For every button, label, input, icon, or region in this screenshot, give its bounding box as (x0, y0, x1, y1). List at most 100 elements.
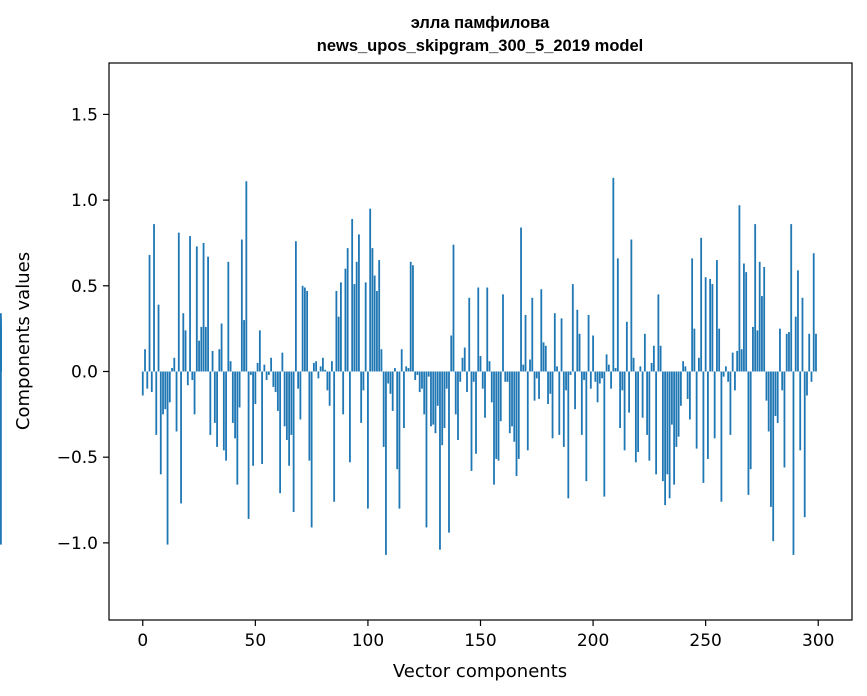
bar (297, 371, 300, 389)
bar (481, 371, 484, 389)
bar (535, 371, 538, 379)
bar (797, 270, 799, 372)
bar (432, 371, 435, 425)
bar (499, 371, 502, 422)
bar (337, 316, 340, 372)
bar (164, 371, 167, 410)
bar (344, 268, 347, 372)
bar (621, 371, 624, 391)
bar (418, 371, 421, 393)
bar (340, 282, 342, 372)
bar (394, 368, 396, 372)
bar (258, 330, 261, 372)
bar (301, 285, 304, 372)
bar (272, 371, 275, 387)
bar (409, 261, 412, 372)
bar (704, 277, 707, 372)
bar (745, 272, 748, 372)
bar (808, 333, 811, 372)
bar (216, 371, 218, 447)
bar (166, 371, 169, 545)
bar (231, 371, 234, 423)
bar (276, 371, 279, 411)
bar (565, 371, 567, 391)
bar (466, 371, 468, 393)
bar (362, 371, 365, 391)
bar (472, 371, 475, 382)
bar (758, 261, 761, 372)
bar (353, 284, 356, 372)
bar (718, 328, 721, 372)
bar (238, 371, 241, 408)
bar (159, 371, 162, 475)
bar (520, 227, 522, 372)
bar (675, 371, 678, 447)
bar (488, 361, 491, 372)
bar (479, 356, 482, 372)
bar (810, 371, 813, 382)
bar (484, 371, 486, 418)
bar (722, 371, 725, 377)
bar (803, 371, 806, 518)
bar (198, 340, 200, 372)
bar (752, 326, 754, 372)
bar (799, 371, 802, 451)
bar (387, 371, 390, 384)
bar (285, 371, 288, 441)
bar (790, 224, 793, 372)
bar (585, 371, 588, 482)
plot-frame (108, 62, 853, 621)
x-axis: 0 50 100 150 200 250 300 (137, 620, 834, 651)
bar (153, 224, 155, 372)
bar (603, 371, 606, 497)
bar (781, 371, 784, 391)
bar (574, 371, 576, 410)
bar (346, 248, 349, 372)
bar (720, 371, 723, 502)
bar (677, 371, 680, 437)
bar (245, 181, 248, 372)
bar (0, 330, 2, 372)
bar (740, 349, 743, 372)
bar (427, 371, 430, 377)
bar (551, 371, 554, 439)
bar (144, 349, 146, 372)
bar (378, 260, 381, 372)
bar (186, 371, 189, 386)
bar (461, 357, 464, 372)
bar (533, 371, 536, 401)
bar (148, 254, 151, 372)
x-tick-label: 150 (464, 631, 496, 651)
bar (792, 371, 795, 555)
bar (666, 371, 669, 475)
bar (398, 371, 401, 509)
bar (788, 332, 790, 372)
bar (695, 371, 698, 449)
bar (204, 326, 207, 372)
bar (772, 371, 775, 542)
bar (641, 371, 644, 418)
bar (213, 371, 216, 423)
bar (191, 371, 194, 381)
bar (157, 304, 160, 372)
bar (202, 242, 205, 372)
bar (648, 371, 651, 461)
bar (211, 350, 214, 372)
bar (292, 371, 295, 513)
bar (580, 371, 583, 435)
bar (619, 371, 621, 429)
bar (709, 278, 712, 372)
bar (628, 371, 630, 413)
bar (234, 371, 236, 439)
bar (659, 345, 662, 372)
bar (747, 371, 750, 495)
bar (785, 333, 788, 372)
bar (646, 371, 649, 435)
bar (373, 275, 376, 372)
bar (770, 371, 772, 507)
bar (567, 371, 570, 499)
bar (727, 371, 730, 382)
bar (682, 361, 685, 372)
bar (673, 371, 676, 485)
bar (430, 371, 432, 427)
